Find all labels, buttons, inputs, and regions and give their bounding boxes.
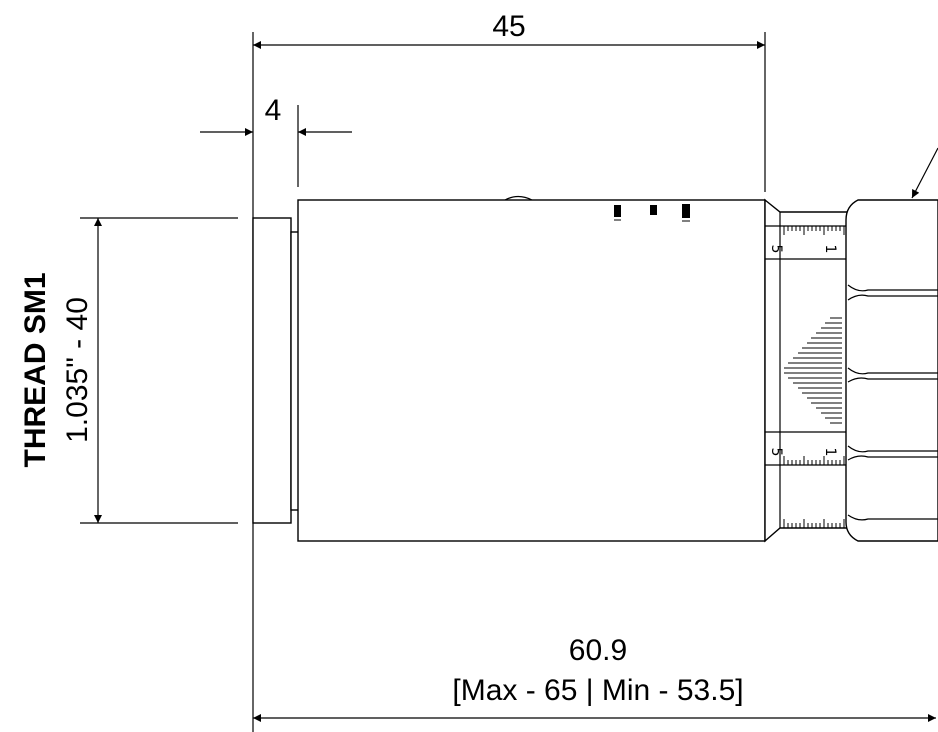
thread-spec: 1.035" - 40 <box>61 297 94 443</box>
scale-label-upper-5: 5 <box>768 245 784 254</box>
micrometer-scale: 5 1 5 1 <box>764 198 849 543</box>
body-setscrew <box>504 195 533 201</box>
body-engraving-marks <box>614 204 690 222</box>
dimension-label-range: [Max - 65 | Min - 53.5] <box>452 674 743 707</box>
leader-arrow <box>911 147 938 199</box>
dimension-label-45: 45 <box>492 10 525 43</box>
scale-label-upper-1: 1 <box>822 245 838 254</box>
scale-label-lower-1: 1 <box>822 448 838 457</box>
scale-label-lower-5: 5 <box>768 448 784 457</box>
adjustment-knob <box>845 199 938 542</box>
dimension-label-total: 60.9 <box>569 634 627 667</box>
main-body <box>297 199 766 542</box>
dimension-label-4: 4 <box>265 94 282 127</box>
thread-name: THREAD SM1 <box>19 272 52 467</box>
mount-flange <box>252 217 292 524</box>
